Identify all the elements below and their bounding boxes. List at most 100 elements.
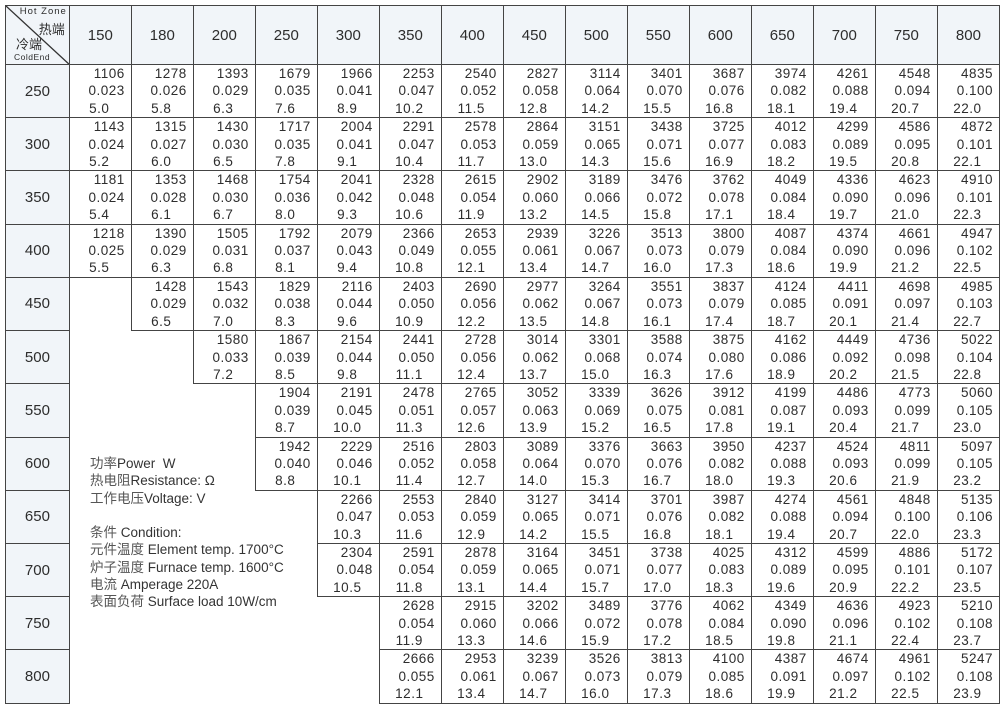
power-value: 5247 [960,651,993,667]
voltage-value: 19.6 [767,579,796,595]
resistance-value: 0.037 [274,243,311,259]
resistance-value: 0.102 [894,668,931,684]
table-cell: 2628 0.054 11.9 [378,596,442,651]
table-cell: 2690 0.056 12.2 [440,276,504,332]
power-value: 4698 [898,278,931,294]
table-cell: 2765 0.057 12.6 [440,383,504,438]
power-value: 2266 [340,491,373,507]
power-value: 4237 [774,438,807,454]
voltage-value: 16.7 [643,473,672,489]
resistance-value: 0.082 [770,83,807,99]
power-value: 1543 [216,278,249,294]
table-cell: 1430 0.030 6.5 [192,117,256,172]
voltage-value: 22.3 [953,207,982,223]
voltage-value: 22.1 [953,154,982,170]
power-value: 3202 [526,598,559,614]
power-value: 1468 [216,172,249,188]
voltage-value: 17.2 [643,633,672,648]
voltage-value: 12.1 [395,686,424,702]
voltage-value: 21.5 [891,366,920,382]
voltage-value: 17.0 [643,579,672,595]
power-value: 2666 [402,651,435,667]
voltage-value: 23.0 [953,420,982,436]
voltage-value: 17.4 [705,313,734,329]
resistance-value: 0.084 [708,615,745,631]
cold-end-header: 600 [5,436,70,491]
power-value: 3164 [526,544,559,560]
voltage-value: 8.0 [275,207,296,223]
resistance-value: 0.076 [646,455,683,471]
voltage-value: 12.9 [457,526,486,542]
voltage-value: 11.8 [395,579,423,595]
resistance-value: 0.043 [336,243,373,259]
power-value: 4623 [898,172,931,188]
resistance-value: 0.098 [894,349,931,365]
table-cell: 4923 0.102 22.4 [874,596,938,651]
table-cell: 3451 0.071 15.7 [564,542,628,598]
table-cell: 3438 0.071 15.6 [626,117,690,172]
resistance-value: 0.099 [894,455,931,471]
power-value: 4636 [836,598,869,614]
power-value: 2653 [464,225,497,241]
power-value: 4848 [898,491,931,507]
resistance-value: 0.070 [584,455,621,471]
empty-cell [69,384,131,437]
resistance-value: 0.058 [522,83,559,99]
voltage-value: 11.6 [395,526,423,542]
voltage-value: 18.6 [705,686,734,702]
voltage-value: 23.2 [953,473,982,489]
legend-line: 炉子温度 Furnace temp. 1600°C [90,559,284,576]
table-cell: 1754 0.036 8.0 [254,170,318,225]
power-value: 3226 [588,225,621,241]
table-cell: 1428 0.029 6.5 [130,276,194,332]
voltage-value: 8.1 [275,260,296,276]
voltage-value: 18.1 [705,526,734,542]
voltage-value: 19.4 [767,526,796,542]
resistance-value: 0.082 [708,509,745,525]
power-value: 3875 [712,332,745,348]
resistance-value: 0.027 [150,136,187,152]
voltage-value: 16.1 [643,313,672,329]
table-cell: 4661 0.096 21.2 [874,223,938,278]
legend-label: Element temp. 1700°C [144,542,284,558]
resistance-value: 0.079 [708,243,745,259]
resistance-value: 0.024 [88,189,125,205]
legend-line [90,507,284,524]
power-resistance-voltage-table: Hot Zone 热端 冷端 ColdEnd 150 180 200 250 300 35… [5,5,1000,704]
table-cell: 4162 0.086 18.9 [750,330,814,385]
voltage-value: 10.8 [395,260,424,276]
resistance-value: 0.065 [522,509,559,525]
voltage-value: 23.7 [953,633,982,648]
empty-cell [131,331,193,384]
resistance-value: 0.052 [460,83,497,99]
table-cell: 3264 0.067 14.8 [564,276,628,332]
table-cell: 1717 0.035 7.8 [254,117,318,172]
resistance-value: 0.084 [770,189,807,205]
resistance-value: 0.101 [956,189,993,205]
table-cell: 1278 0.026 5.8 [130,63,194,119]
voltage-value: 18.2 [767,154,796,170]
voltage-value: 15.7 [581,579,610,595]
table-cell: 4835 0.100 22.0 [936,63,1000,119]
power-value: 3776 [650,598,683,614]
table-cell: 1218 0.025 5.5 [68,223,132,278]
resistance-value: 0.030 [212,189,249,205]
voltage-value: 18.0 [705,473,734,489]
power-value: 1106 [93,66,125,81]
power-value: 2628 [402,598,435,614]
resistance-value: 0.099 [894,402,931,418]
power-value: 1428 [154,278,187,294]
hot-zone-header: 550 [626,5,690,65]
resistance-value: 0.042 [336,189,373,205]
table-cell: 4012 0.083 18.2 [750,117,814,172]
table-row: 750 2628 0.054 11.9 2915 0.060 13.3 3202 0.066 14… [5,596,1000,651]
resistance-value: 0.062 [522,296,559,312]
power-value: 3687 [712,66,745,81]
cold-end-label-cn: 冷端 [16,37,43,52]
legend-label-cn: 功率 [90,456,117,471]
table-cell: 3164 0.065 14.4 [502,542,566,598]
power-value: 4124 [774,278,807,294]
power-value: 3414 [588,491,621,507]
voltage-value: 8.9 [337,100,358,116]
